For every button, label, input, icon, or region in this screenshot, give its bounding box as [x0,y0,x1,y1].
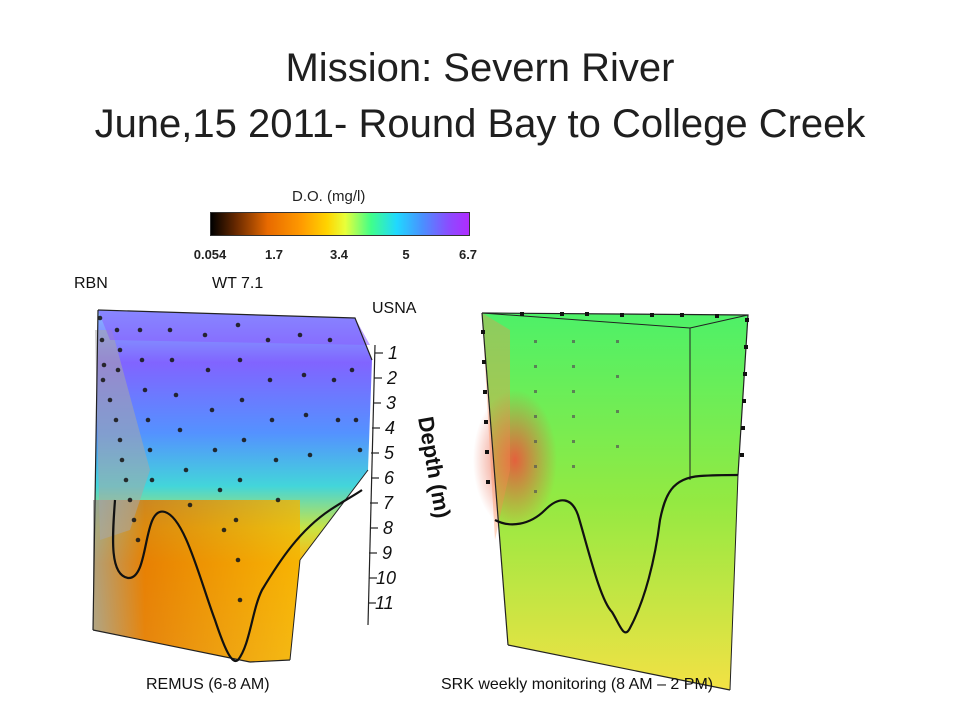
rbn-label: RBN [74,275,108,292]
srk-volume-plot [473,312,749,691]
wt-label: WT 7.1 [212,275,264,292]
depth-axis: 1 2 3 4 5 6 7 8 9 10 11 Depth (m) [367,343,456,626]
colorbar-tick: 6.7 [458,247,478,262]
colorbar-tick: 3.4 [329,247,349,262]
depth-tick-label: 2 [386,368,397,388]
colorbar: D.O. (mg/l) 0.054 1.7 3.4 5 6.7 [193,188,496,268]
depth-tick-label: 7 [383,493,394,513]
depth-tick-label: 11 [375,593,394,613]
srk-caption: SRK weekly monitoring (8 AM – 2 PM) [441,676,714,693]
depth-tick-label: 6 [384,468,395,488]
depth-tick-label: 4 [385,418,395,438]
title-line-2: June,15 2011- Round Bay to College Creek [94,102,866,146]
depth-tick-label: 10 [376,568,396,588]
depth-tick-label: 3 [386,393,396,413]
colorbar-tick: 1.7 [264,247,284,262]
colorbar-tick: 0.054 [193,247,227,262]
depth-tick-label: 8 [383,518,393,538]
remus-caption: REMUS (6-8 AM) [146,676,270,693]
usna-label: USNA [372,300,417,317]
depth-tick-label: 9 [382,543,392,563]
colorbar-title: D.O. (mg/l) [292,188,366,205]
colorbar-tick: 5 [402,247,410,262]
remus-block [92,309,373,663]
depth-tick-label: 1 [388,343,398,363]
title-line-1: Mission: Severn River [285,46,675,90]
depth-tick-label: 5 [384,443,395,463]
depth-axis-title: Depth (m) [413,415,455,520]
colorbar-gradient [210,212,470,236]
